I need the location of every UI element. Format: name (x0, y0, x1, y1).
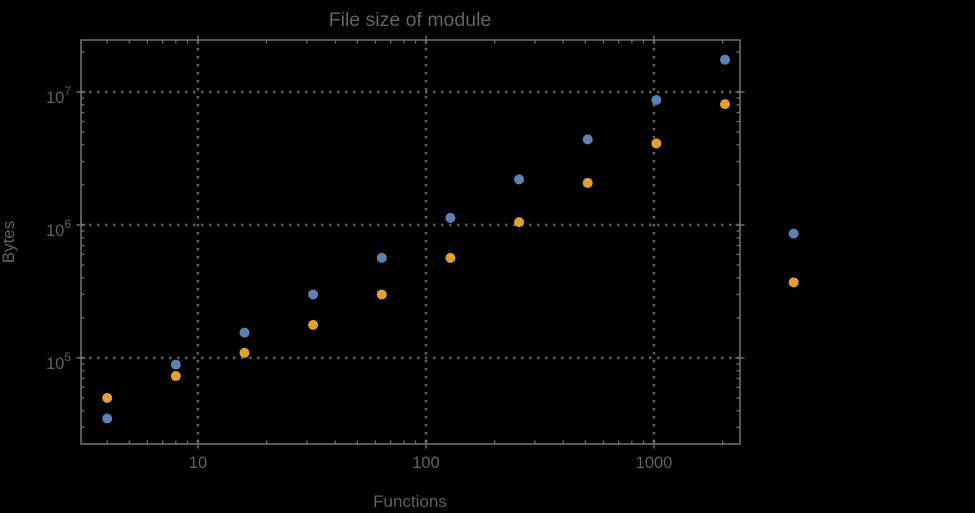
tick-labels: 10 100 1000 105 106 107 (46, 84, 672, 472)
data-points (102, 54, 799, 424)
y-tick-label: 105 (46, 350, 71, 373)
data-point-orange (788, 277, 799, 288)
data-point-blue (376, 252, 387, 263)
data-point-blue (102, 413, 113, 424)
chart-title: File size of module (329, 9, 492, 31)
data-point-blue (582, 134, 593, 145)
data-point-blue (308, 289, 319, 300)
data-point-orange (308, 319, 319, 330)
x-axis-label: Functions (373, 492, 447, 511)
x-tick-label: 10 (189, 454, 207, 472)
data-point-blue (514, 174, 525, 185)
data-point-orange (514, 217, 525, 228)
data-point-orange (719, 99, 730, 110)
plot-frame (80, 39, 741, 445)
y-axis-label: Bytes (0, 221, 18, 264)
data-point-blue (239, 327, 250, 338)
data-point-orange (102, 392, 113, 403)
data-point-blue (788, 228, 799, 239)
data-point-orange (582, 177, 593, 188)
frame-ticks (76, 35, 745, 449)
y-tick-label: 107 (46, 84, 71, 107)
series-blue (102, 54, 799, 424)
y-tick-label: 106 (46, 217, 71, 240)
data-point-orange (376, 289, 387, 300)
data-point-orange (651, 138, 662, 149)
data-point-blue (651, 95, 662, 106)
data-point-orange (170, 371, 181, 382)
gridlines (81, 40, 740, 444)
x-tick-label: 100 (412, 454, 440, 472)
x-tick-label: 1000 (636, 454, 673, 472)
data-point-orange (239, 347, 250, 358)
series-orange (102, 99, 799, 403)
data-point-blue (445, 212, 456, 223)
data-point-blue (170, 359, 181, 370)
data-point-blue (719, 54, 730, 65)
data-point-orange (445, 252, 456, 263)
